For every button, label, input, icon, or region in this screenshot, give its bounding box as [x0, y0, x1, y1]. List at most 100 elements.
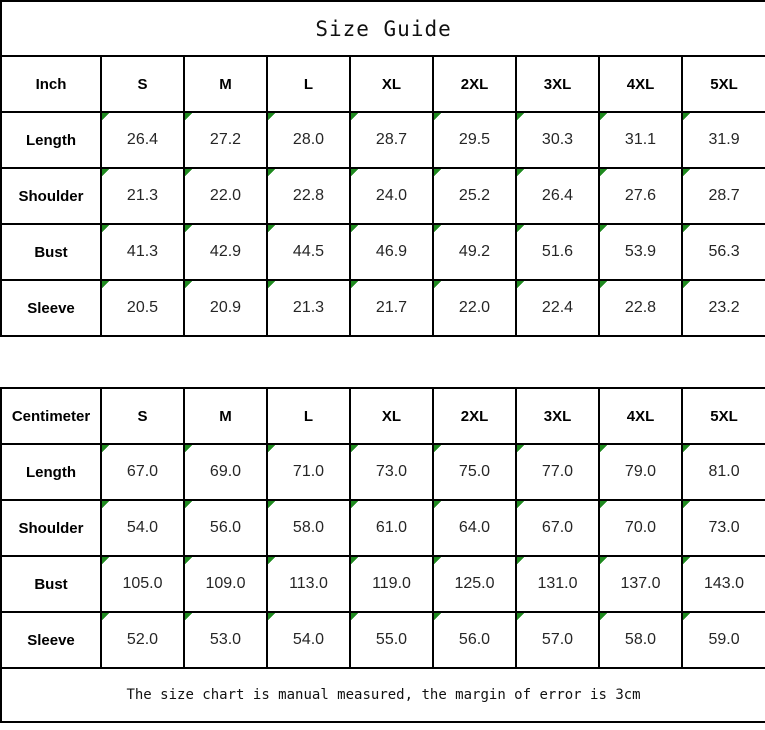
size-header: 5XL [680, 387, 765, 445]
size-value-cell: 143.0 [680, 555, 765, 613]
cell-corner-flag-icon [684, 558, 690, 564]
size-value-cell: 57.0 [515, 611, 600, 669]
cell-corner-flag-icon [269, 614, 275, 620]
cell-corner-flag-icon [518, 502, 524, 508]
cell-corner-flag-icon [103, 226, 109, 232]
size-value: 28.7 [375, 131, 408, 148]
size-header: 4XL [598, 55, 683, 113]
cell-corner-flag-icon [684, 446, 690, 452]
size-value: 131.0 [537, 575, 578, 592]
cell-corner-flag-icon [269, 502, 275, 508]
size-value-cell: 23.2 [680, 279, 765, 337]
size-value: 22.8 [292, 187, 325, 204]
cell-corner-flag-icon [435, 502, 441, 508]
size-value: 29.5 [458, 131, 491, 148]
cell-corner-flag-icon [684, 170, 690, 176]
measurement-row: Length 26.4 27.2 28.0 28.7 29.5 30.3 31.1 31.9 [0, 111, 765, 169]
title-section: Size Guide [0, 0, 765, 57]
size-value: 20.5 [126, 299, 159, 316]
size-value-cell: 53.0 [183, 611, 268, 669]
size-header: 2XL [432, 387, 517, 445]
size-header: 3XL [515, 55, 600, 113]
size-header: XL [349, 55, 434, 113]
measurement-row: Sleeve 52.0 53.0 54.0 55.0 56.0 57.0 58.0 59.0 [0, 611, 765, 669]
cell-corner-flag-icon [269, 558, 275, 564]
size-value: 21.3 [292, 299, 325, 316]
size-value: 30.3 [541, 131, 574, 148]
size-value-cell: 25.2 [432, 167, 517, 225]
size-value-cell: 131.0 [515, 555, 600, 613]
size-value-cell: 26.4 [515, 167, 600, 225]
size-value-cell: 59.0 [680, 611, 765, 669]
cell-corner-flag-icon [684, 226, 690, 232]
cell-corner-flag-icon [269, 282, 275, 288]
footer-section: The size chart is manual measured, the m… [0, 667, 765, 723]
size-value: 42.9 [209, 243, 242, 260]
size-value: 22.0 [458, 299, 491, 316]
cell-corner-flag-icon [601, 558, 607, 564]
size-value: 67.0 [541, 519, 574, 536]
cell-corner-flag-icon [435, 614, 441, 620]
size-value: 105.0 [122, 575, 163, 592]
size-value: 54.0 [292, 631, 325, 648]
cell-corner-flag-icon [684, 282, 690, 288]
unit-label: Inch [0, 55, 102, 113]
size-value-cell: 31.9 [680, 111, 765, 169]
row-label: Shoulder [0, 499, 102, 557]
size-header: S [100, 387, 185, 445]
size-value: 27.6 [624, 187, 657, 204]
size-value: 119.0 [372, 575, 411, 592]
cell-corner-flag-icon [352, 614, 358, 620]
size-value: 22.4 [541, 299, 574, 316]
size-value-cell: 64.0 [432, 499, 517, 557]
size-value-cell: 69.0 [183, 443, 268, 501]
size-value-cell: 29.5 [432, 111, 517, 169]
cell-corner-flag-icon [352, 558, 358, 564]
size-value: 20.9 [209, 299, 242, 316]
size-value-cell: 56.3 [680, 223, 765, 281]
table-spacer-row [1, 336, 765, 388]
cell-corner-flag-icon [186, 558, 192, 564]
measurement-row: Bust 41.3 42.9 44.5 46.9 49.2 51.6 53.9 56.3 [0, 223, 765, 281]
size-value-cell: 27.2 [183, 111, 268, 169]
size-value: 71.0 [292, 463, 325, 480]
size-value: 73.0 [375, 463, 408, 480]
size-value: 64.0 [458, 519, 491, 536]
footer-note: The size chart is manual measured, the m… [0, 667, 765, 723]
cell-corner-flag-icon [518, 114, 524, 120]
size-value: 53.0 [209, 631, 242, 648]
size-value-cell: 31.1 [598, 111, 683, 169]
cell-corner-flag-icon [518, 446, 524, 452]
size-value-cell: 105.0 [100, 555, 185, 613]
size-value-cell: 42.9 [183, 223, 268, 281]
size-value-cell: 56.0 [183, 499, 268, 557]
measurement-row: Bust 105.0 109.0 113.0 119.0 125.0 131.0 137.0 1… [0, 555, 765, 613]
size-value-cell: 54.0 [100, 499, 185, 557]
cell-corner-flag-icon [435, 114, 441, 120]
size-value: 67.0 [126, 463, 159, 480]
size-header: L [266, 55, 351, 113]
size-value-cell: 27.6 [598, 167, 683, 225]
cell-corner-flag-icon [103, 282, 109, 288]
size-value-cell: 21.7 [349, 279, 434, 337]
size-value: 27.2 [209, 131, 242, 148]
spacer-section [1, 336, 765, 388]
cell-corner-flag-icon [269, 446, 275, 452]
size-header: S [100, 55, 185, 113]
size-value: 70.0 [624, 519, 657, 536]
size-value: 41.3 [126, 243, 159, 260]
row-label: Shoulder [0, 167, 102, 225]
size-value-cell: 55.0 [349, 611, 434, 669]
size-value-cell: 28.0 [266, 111, 351, 169]
size-value: 54.0 [126, 519, 159, 536]
size-value-cell: 81.0 [680, 443, 765, 501]
cell-corner-flag-icon [601, 226, 607, 232]
size-value: 113.0 [289, 575, 328, 592]
size-header-row: Inch S M L XL 2XL 3XL 4XL 5XL [0, 55, 765, 113]
size-value-cell: 22.8 [598, 279, 683, 337]
cell-corner-flag-icon [352, 226, 358, 232]
size-value: 22.8 [624, 299, 657, 316]
size-value-cell: 77.0 [515, 443, 600, 501]
size-value: 125.0 [454, 575, 495, 592]
